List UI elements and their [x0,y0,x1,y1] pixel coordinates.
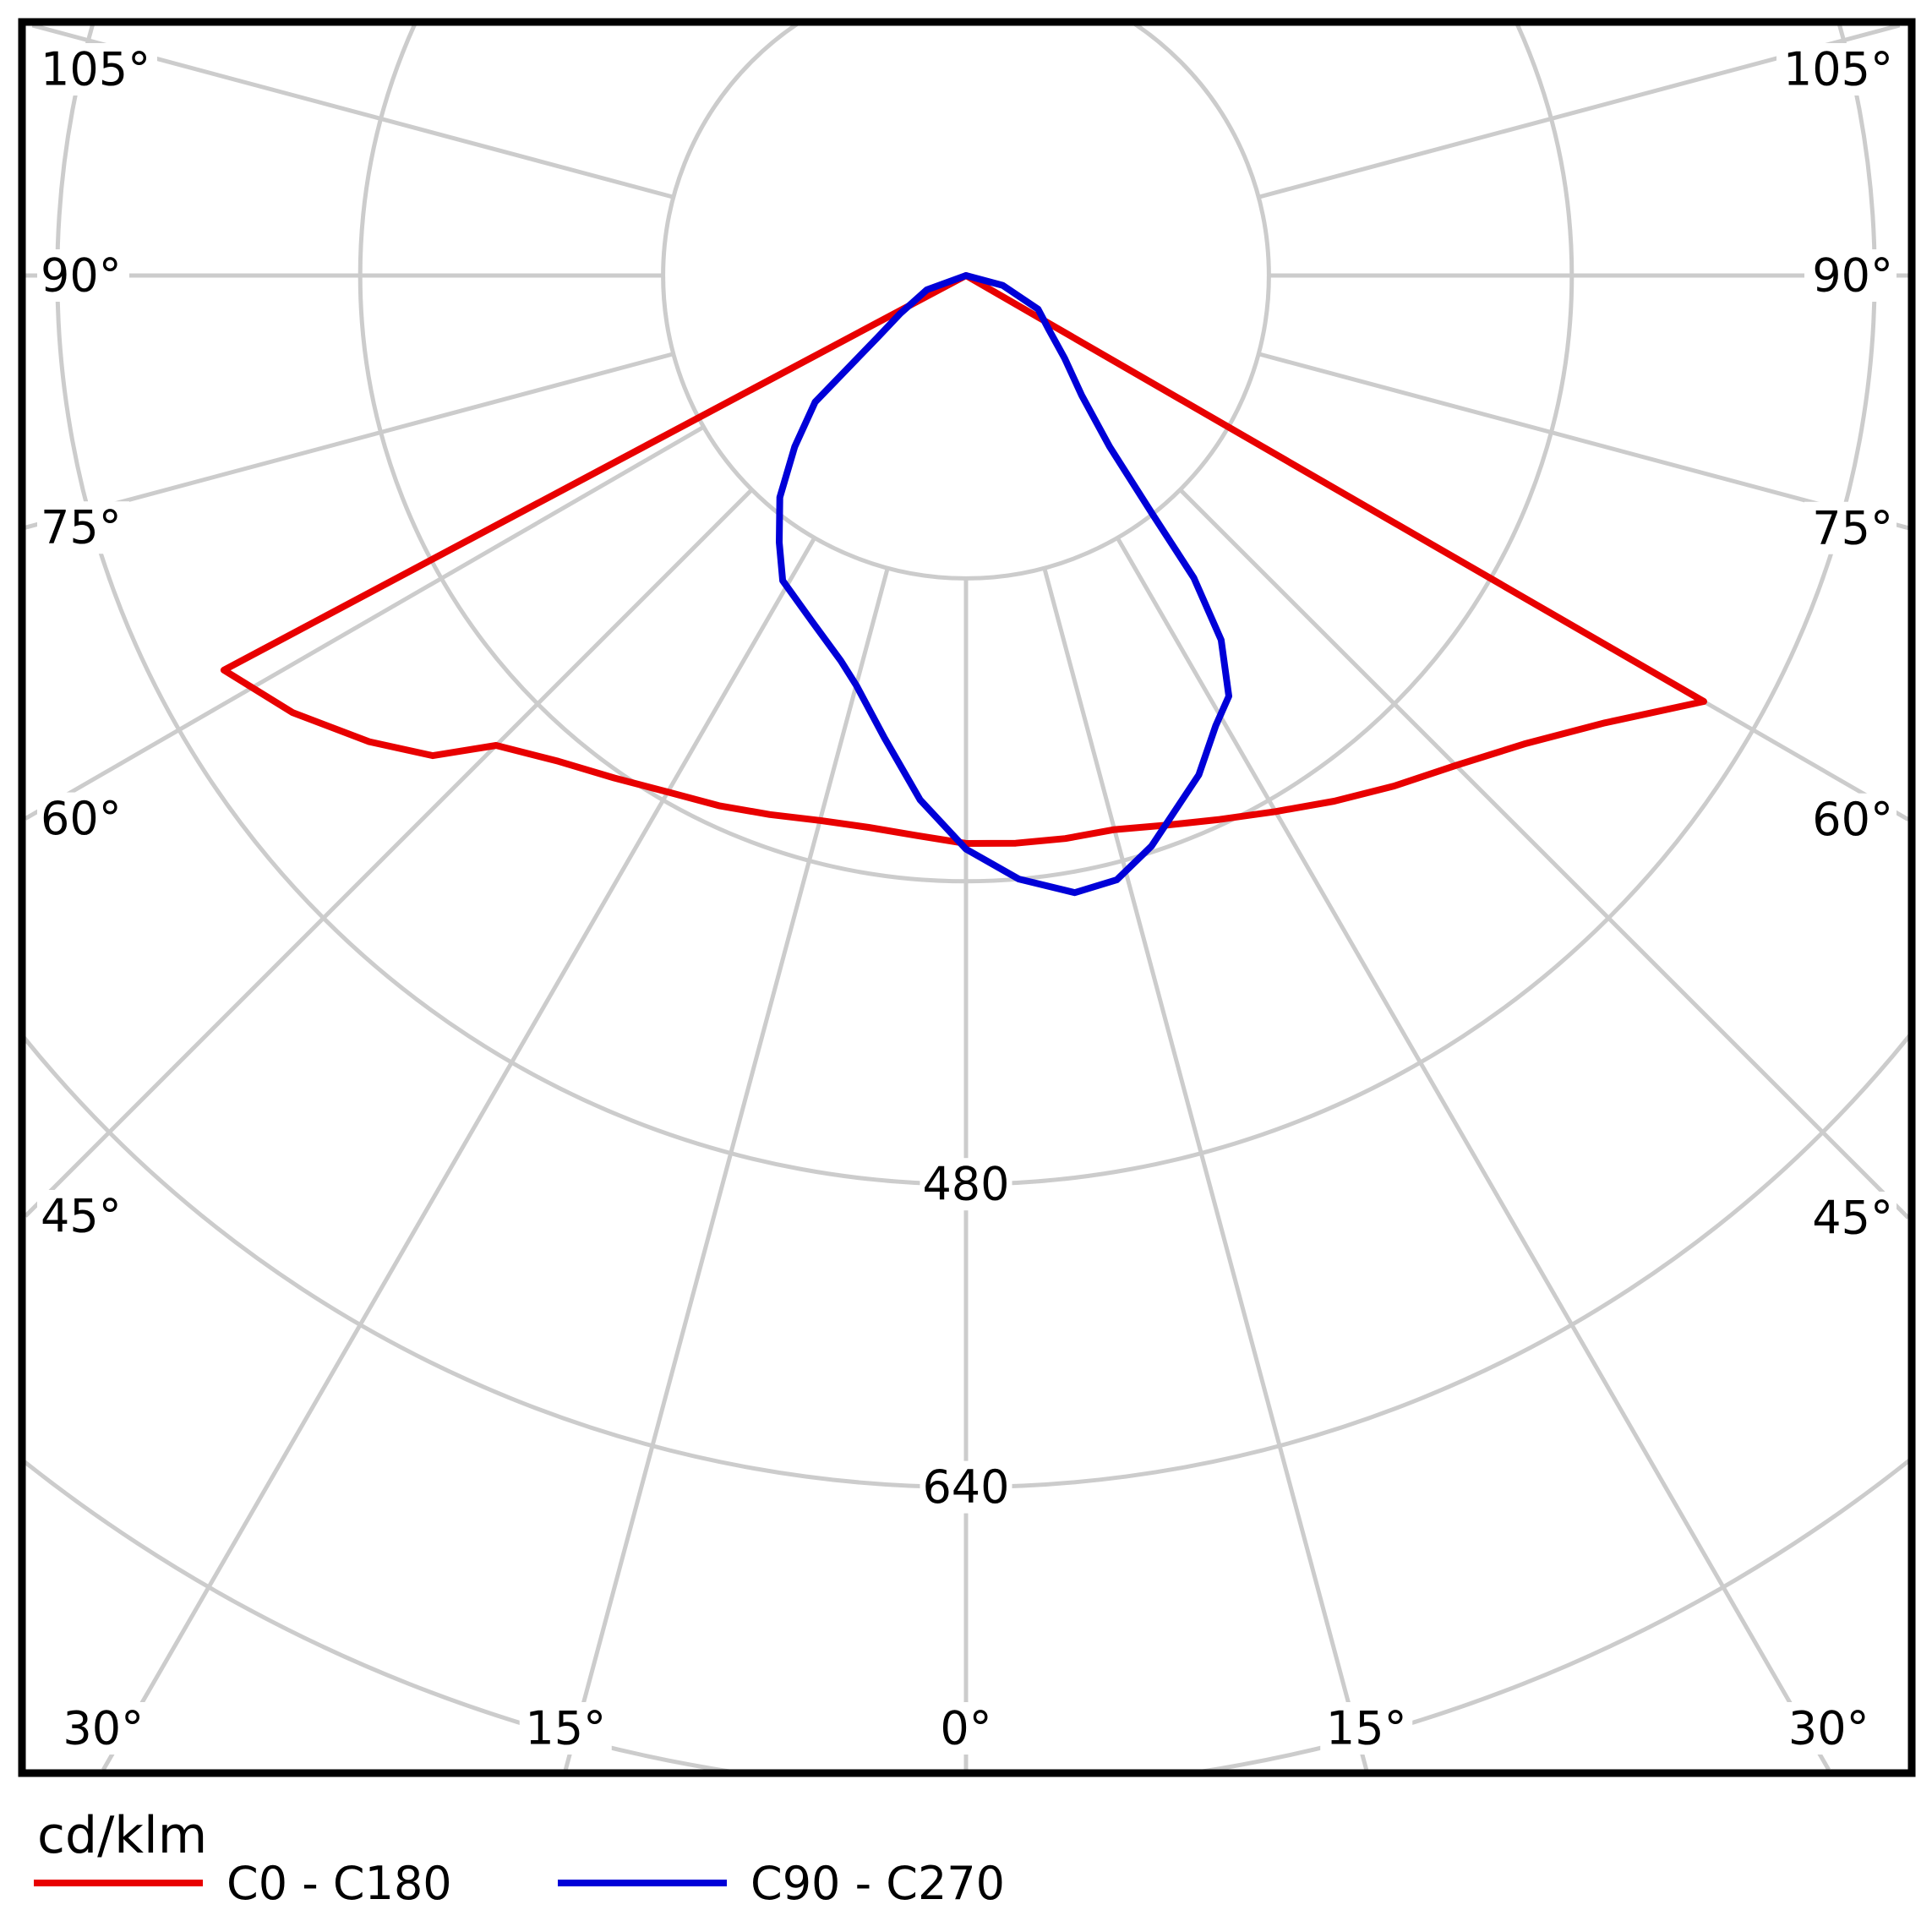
ring-label-480-bg [920,1158,1012,1211]
legend: cd/klm C0 - C180 C90 - C270 [34,1806,1005,1910]
plot-border [18,18,1916,1777]
angle-label-105-right-bg [1776,43,1897,96]
angle-label-15-left: 15° [525,1702,606,1755]
angle-label-75-right-bg [1804,501,1897,554]
angle-label-60-right: 60° [1812,793,1893,846]
grid-ring-160 [661,25,1271,581]
legend-label-c90-c270: C90 - C270 [750,1857,1005,1910]
angle-label-105-left-bg [37,43,157,96]
intensity-curves [220,272,1707,897]
angle-label-30-right-bg [1782,1702,1875,1755]
angle-label-75-left: 75° [41,501,122,554]
angle-label-90-right: 90° [1812,249,1893,303]
angle-label-30-left-bg [57,1702,150,1755]
grid-ray-15-right [1042,567,1369,1770]
axis-labels: 0° 15° 15° 30° 30° 45° 45° 60° 60° 75° 75° 90° 90° 10… [37,43,1897,1755]
angle-label-60-right-bg [1804,793,1897,846]
angle-label-30-left: 30° [63,1702,144,1755]
angle-label-90-left: 90° [41,249,122,303]
grid-ray-60-left [25,425,705,821]
grid-ray-45-left [25,488,754,1218]
angle-label-15-right: 15° [1326,1702,1407,1755]
angle-label-15-left-bg [519,1702,612,1755]
angle-label-60-left-bg [37,792,129,845]
angle-label-90-left-bg [37,249,129,302]
angle-label-0-right-bg [934,1702,998,1755]
grid-ray-15-left [563,567,890,1770]
curve-c90-c270 [776,272,1232,897]
curve-c0-c180 [220,272,1707,847]
angle-label-105-left: 105° [41,43,150,96]
angle-label-45-right-bg [1804,1192,1897,1244]
angle-label-45-left-bg [37,1190,129,1242]
angle-label-75-right: 75° [1812,501,1893,554]
grid-ray-45-right [1178,488,1908,1220]
angle-label-30-right: 30° [1788,1702,1869,1755]
angle-label-60-left: 60° [41,792,122,845]
angle-label-90-right-bg [1804,249,1897,302]
legend-label-c0-c180: C0 - C180 [226,1857,452,1910]
ring-label-480: 480 [922,1158,1009,1211]
legend-title: cd/klm [37,1806,207,1865]
angle-label-45-right: 45° [1812,1192,1893,1245]
angle-label-0-right: 0° [940,1702,991,1755]
grid-ray-30-left [101,537,816,1770]
grid-ray-75-right [1258,352,1908,531]
ring-label-640: 640 [922,1460,1009,1514]
angle-label-15-right-bg [1320,1702,1413,1755]
grid-ray-30-right [1116,537,1831,1770]
angle-label-75-left-bg [37,501,129,554]
grid-ray-75-left [25,352,674,530]
angle-label-105-right: 105° [1783,43,1893,96]
angle-label-45-left: 45° [41,1190,122,1243]
polar-grid [25,25,1908,1770]
ring-label-640-bg [920,1460,1012,1514]
